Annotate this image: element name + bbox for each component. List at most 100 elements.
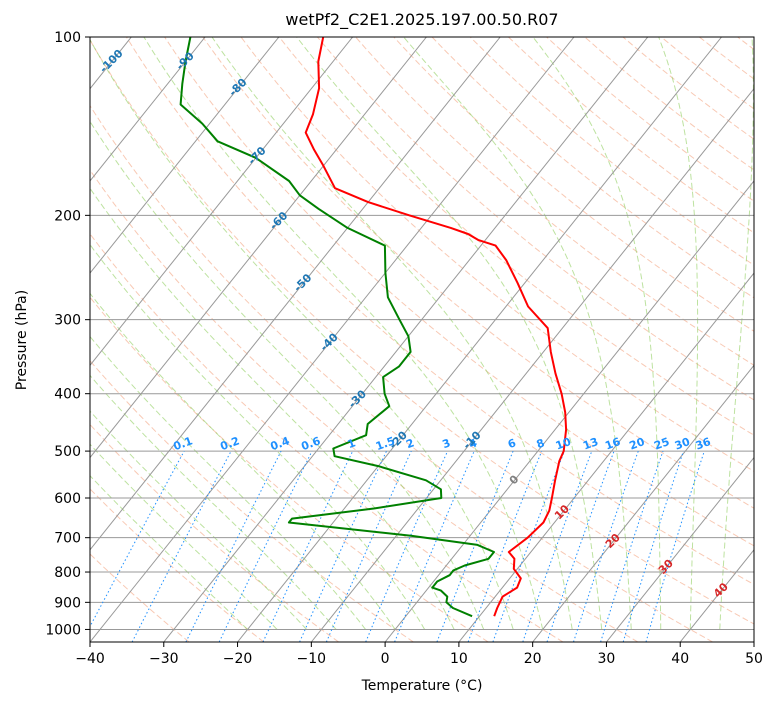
y-tick-label: 600	[54, 491, 81, 507]
mixing-ratio-line	[365, 450, 449, 642]
y-tick-label: 200	[54, 208, 81, 224]
dry-adiabat-line	[240, 37, 754, 472]
y-axis-label: Pressure (hPa)	[14, 289, 30, 391]
mixing-ratio-label: 10	[554, 435, 573, 453]
mixing-ratio-label: 1	[346, 436, 358, 451]
mixing-ratio-line	[573, 450, 639, 642]
moist-adiabat-line	[90, 410, 307, 630]
y-tick-label: 500	[54, 444, 81, 460]
moist-adiabat-line	[532, 37, 662, 630]
mixing-ratio-label: 25	[652, 435, 671, 452]
isotherm-label: -50	[291, 271, 314, 294]
isotherm-line	[90, 37, 354, 367]
mixing-ratio-line	[185, 450, 282, 642]
x-tick-label: 10	[450, 651, 468, 667]
moist-adiabat-line	[658, 37, 699, 630]
mixing-ratio-line	[622, 450, 684, 642]
isotherm-line	[163, 37, 649, 642]
dry-adiabat-line	[90, 104, 713, 642]
mixing-ratio-label: 0.1	[172, 434, 195, 453]
x-tick-label: 0	[381, 651, 390, 667]
mixing-ratio-line	[546, 450, 615, 642]
dry-adiabat-line	[90, 488, 265, 642]
y-tick-label: 300	[54, 313, 81, 329]
moist-adiabat-line	[403, 37, 632, 630]
x-tick-label: 30	[598, 651, 616, 667]
moist-adiabat-line	[143, 37, 544, 630]
moist-adiabat-line	[90, 243, 426, 630]
mixing-ratio-label: 0.2	[219, 434, 242, 453]
x-tick-label: 50	[745, 651, 763, 667]
mixing-ratio-label: 8	[535, 436, 547, 451]
mixing-ratio-label: 16	[603, 435, 622, 453]
dry-adiabat-line	[622, 37, 754, 140]
isotherm-line	[90, 37, 501, 551]
moist-adiabat-line	[90, 443, 278, 630]
y-tick-label: 100	[54, 30, 81, 46]
chart-title: wetPf2_C2E1.2025.197.00.50.R07	[285, 10, 559, 29]
mixing-ratio-line	[325, 450, 412, 642]
x-tick-label: −30	[149, 651, 179, 667]
isotherm-label: 40	[711, 580, 731, 600]
mixing-ratio-label: 6	[506, 436, 518, 451]
y-tick-label: 1000	[45, 622, 81, 638]
dry-adiabat-line	[90, 296, 489, 642]
mixing-ratio-label: 36	[694, 435, 713, 453]
dry-adiabat-line	[737, 37, 754, 51]
dry-adiabat-line	[469, 37, 754, 266]
background-lines	[90, 37, 754, 642]
dry-adiabat-line	[431, 37, 754, 299]
mixing-ratio-label: 4	[467, 436, 479, 451]
mixing-ratio-line	[299, 450, 387, 642]
x-tick-label: −40	[75, 651, 105, 667]
isotherm-line	[237, 37, 722, 642]
mixing-ratio-line	[90, 450, 185, 628]
y-tick-label: 400	[54, 387, 81, 403]
isotherm-line	[90, 37, 427, 459]
mixing-ratio-label: 30	[673, 435, 692, 453]
isotherm-label: 10	[552, 502, 572, 522]
mixing-ratio-line	[218, 450, 313, 642]
mixing-ratio-label: 20	[628, 435, 647, 453]
dry-adiabat-line	[90, 39, 754, 625]
moist-adiabat-line	[90, 120, 485, 630]
isotherm-label: 20	[603, 531, 623, 551]
moist-adiabat-line	[719, 37, 754, 630]
isotherm-line	[90, 37, 280, 274]
isotherm-line	[384, 180, 754, 642]
isotherm-label: -60	[267, 209, 290, 232]
dry-adiabat-line	[278, 37, 754, 436]
isotherm-line	[458, 272, 754, 642]
isotherm-label: -30	[346, 387, 369, 410]
x-tick-label: −20	[223, 651, 253, 667]
dry-adiabat-line	[90, 169, 639, 642]
isotherm-line	[679, 548, 754, 642]
moist-adiabat-line	[90, 335, 366, 630]
dry-adiabat-line	[317, 37, 754, 401]
dry-adiabat-line	[202, 37, 754, 509]
isotherm-label: 30	[656, 557, 676, 577]
dry-adiabat-line	[125, 37, 754, 585]
mixing-ratio-line	[600, 450, 664, 642]
moist-adiabat-line	[90, 374, 337, 630]
isotherm-line	[90, 37, 206, 182]
profile-lines	[179, 37, 568, 618]
x-tick-label: 40	[671, 651, 689, 667]
moist-adiabat-line	[296, 37, 603, 630]
dry-adiabat-line	[90, 233, 564, 642]
dry-adiabat-line	[355, 37, 754, 366]
x-axis-label: Temperature (°C)	[361, 678, 483, 694]
mixing-ratio-line	[436, 450, 514, 642]
dry-adiabat-line	[164, 37, 754, 547]
y-tick-label: 900	[54, 595, 81, 611]
mixing-ratio-label: 0.4	[269, 434, 292, 453]
axis-ticks: −40 −30 −20 −10 0 10 20 30 40 5010020030040050060…	[45, 30, 763, 667]
y-tick-label: 700	[54, 531, 81, 547]
isotherm-label: -100	[97, 47, 126, 76]
temperature-profile-line	[304, 37, 568, 617]
isotherm-line	[753, 641, 754, 642]
isotherm-line	[310, 87, 754, 642]
moist-adiabat-line	[211, 37, 573, 630]
x-tick-label: −10	[297, 651, 327, 667]
mixing-ratio-line	[262, 450, 354, 642]
